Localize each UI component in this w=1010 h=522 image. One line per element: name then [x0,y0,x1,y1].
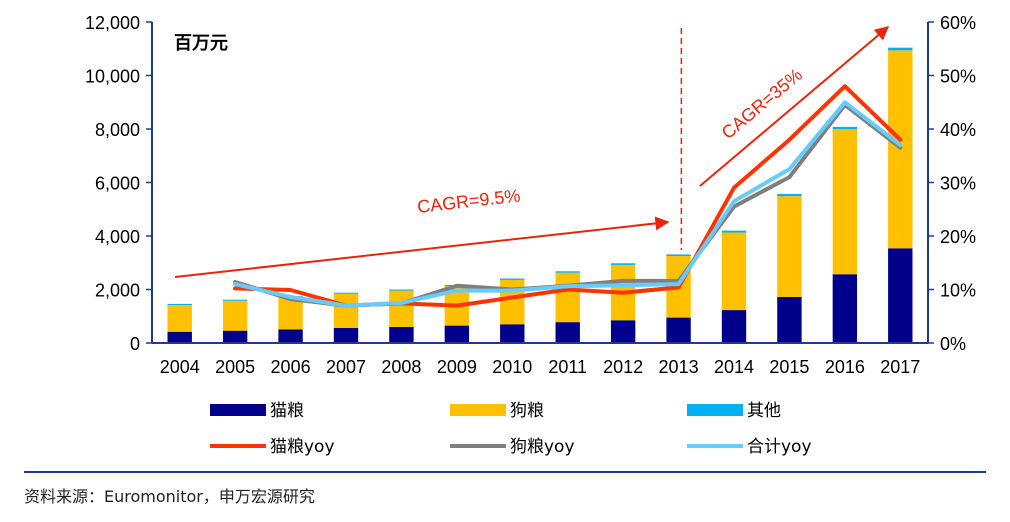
y-right-tick-label: 40% [940,120,976,140]
legend-label-1: 狗粮 [510,401,544,421]
cagr-label-2: CAGR=35% [718,64,806,143]
cagr-arrow-1 [174,216,670,278]
x-tick-label: 2009 [437,357,477,377]
y-right-tick-label: 30% [940,174,976,194]
x-tick-label: 2008 [381,357,421,377]
bar-cat-2013 [666,317,691,343]
bar-dog-2011 [555,272,580,323]
bar-other-2012 [610,263,636,265]
legend-swatch-1 [450,404,506,416]
y-left-tick-label: 12,000 [85,13,140,33]
bar-dog-2010 [500,279,525,325]
source-note: 资料来源：Euromonitor，申万宏源研究 [24,487,315,506]
bar-cat-2005 [222,330,248,343]
bar-cat-2008 [389,326,414,343]
bar-other-2010 [500,278,525,280]
bar-other-2017 [888,47,913,51]
bar-dog-2015 [777,196,802,297]
x-tick-label: 2017 [880,357,920,377]
x-tick-label: 2005 [215,357,255,377]
bar-cat-2012 [610,320,636,343]
bar-other-2004 [167,303,192,306]
bar-other-2013 [666,254,691,257]
y-left-tick-label: 10,000 [85,67,140,87]
bar-cat-2014 [721,310,747,343]
legend-label-0: 猫粮 [270,401,304,421]
bar-dog-2016 [832,129,858,275]
bar-other-2008 [389,289,414,291]
y-right-tick-label: 0% [940,334,966,354]
bar-dog-2008 [389,290,414,327]
cagr-arrow-2 [699,26,890,187]
x-tick-label: 2015 [769,357,809,377]
y-left-tick-label: 6,000 [95,174,140,194]
x-tick-label: 2004 [160,357,200,377]
x-tick-label: 2007 [326,357,366,377]
bar-cat-2007 [333,328,359,343]
bar-other-2016 [832,126,858,130]
bar-cat-2009 [444,325,470,343]
x-tick-label: 2016 [825,357,865,377]
bar-cat-2017 [888,248,913,343]
y-right-tick-label: 50% [940,67,976,87]
y-left-tick-label: 4,000 [95,227,140,247]
total-yoy-line [233,100,903,308]
bar-cat-2016 [832,274,858,343]
lines-layer [233,84,903,308]
y-left-tick-label: 0 [130,334,140,354]
bar-other-2005 [222,299,248,301]
x-tick-label: 2012 [603,357,643,377]
bar-cat-2006 [278,329,303,343]
bar-dog-2014 [721,232,747,311]
x-tick-label: 2014 [714,357,754,377]
bar-dog-2004 [167,305,192,332]
x-tick-label: 2010 [492,357,532,377]
legend-label-2: 其他 [747,401,781,421]
legend-line-label-0: 猫粮yoy [270,437,335,457]
legend-line-label-2: 合计yoy [747,437,812,457]
bar-cat-2015 [777,296,802,343]
bar-cat-2010 [500,324,525,343]
cagr-label-1: CAGR=9.5% [416,185,521,217]
y-right-tick-label: 20% [940,227,976,247]
bar-dog-2007 [333,293,359,329]
bar-other-2014 [721,230,747,233]
x-tick-label: 2006 [271,357,311,377]
legend-line-label-1: 狗粮yoy [510,437,575,457]
y-right-tick-label: 10% [940,281,976,301]
x-tick-label: 2011 [548,357,587,377]
bar-other-2011 [555,271,580,273]
bar-dog-2005 [222,300,248,331]
bar-other-2015 [777,194,802,197]
bar-dog-2006 [278,297,303,330]
y-right-tick-label: 60% [940,13,976,33]
y-left-tick-label: 8,000 [95,120,140,140]
bar-cat-2011 [555,322,580,343]
y-left-tick-label: 2,000 [95,281,140,301]
axes-layer: 0 2,000 4,000 6,000 8,000 10,000 12,000 0% 10% 20… [85,13,976,377]
bar-other-2007 [333,292,359,294]
legend-swatch-2 [687,404,743,416]
bar-cat-2004 [167,331,192,343]
legend-swatch-0 [210,404,266,416]
unit-label: 百万元 [174,33,228,54]
x-tick-label: 2013 [659,357,699,377]
bars-layer [167,47,913,343]
